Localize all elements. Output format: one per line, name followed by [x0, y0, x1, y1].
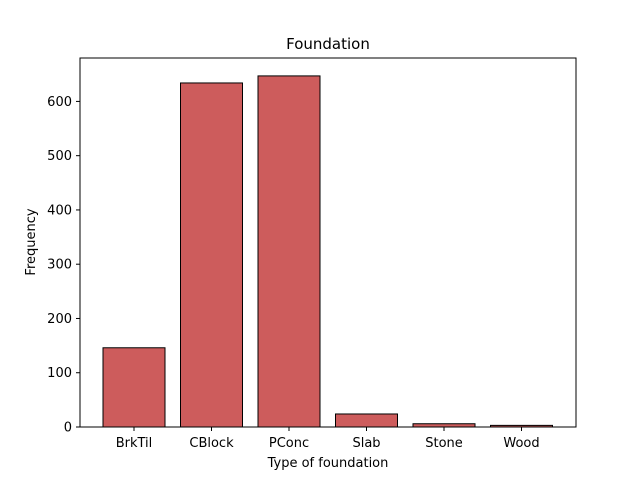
- bars-layer: [102, 75, 553, 428]
- y-tick-label: 300: [47, 258, 72, 273]
- y-tick-label: 600: [47, 95, 72, 110]
- y-tick-label: 200: [47, 312, 72, 327]
- y-axis-ticks: 0 100 200 300 400 500 600: [47, 95, 80, 436]
- y-tick-label: 100: [47, 366, 72, 381]
- x-tick-label: PConc: [269, 436, 309, 451]
- y-tick-label: 400: [47, 203, 72, 218]
- x-axis-ticks: BrkTil CBlock PConc Slab Stone Wood: [116, 427, 540, 451]
- bar-pconc: [257, 75, 321, 428]
- y-axis-label: Frequency: [24, 208, 39, 275]
- x-tick-label: Slab: [352, 436, 380, 451]
- bar-brktil: [102, 347, 166, 428]
- plot-frame: [79, 57, 577, 428]
- x-tick-label: CBlock: [189, 436, 234, 451]
- x-axis-label: Type of foundation: [267, 456, 389, 471]
- x-tick-label: Wood: [503, 436, 539, 451]
- x-tick-label: Stone: [425, 436, 463, 451]
- bar-slab: [335, 413, 398, 428]
- y-tick-label: 0: [64, 421, 72, 436]
- y-tick-label: 500: [47, 149, 72, 164]
- x-tick-label: BrkTil: [116, 436, 153, 451]
- chart-title: Foundation: [286, 35, 370, 53]
- bar-cblock: [180, 82, 243, 428]
